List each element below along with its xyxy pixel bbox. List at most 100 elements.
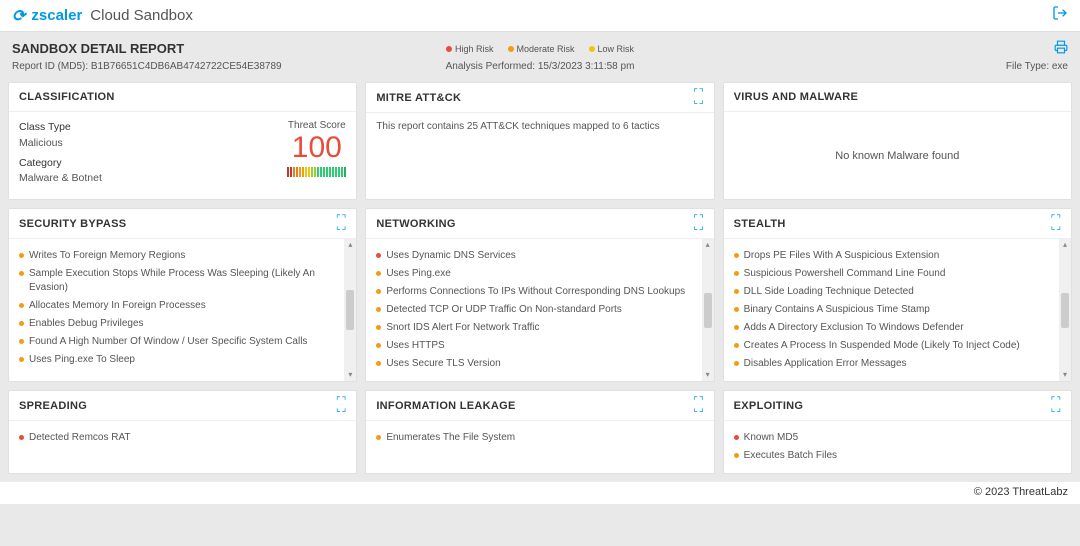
finding-item: Writes To Foreign Memory Regions bbox=[19, 247, 346, 265]
risk-dot-icon bbox=[19, 339, 24, 344]
card-networking: NETWORKING ⌜⌝⌞⌟ Uses Dynamic DNS Service… bbox=[365, 208, 714, 382]
card-exploiting: EXPLOITING ⌜⌝⌞⌟ Known MD5Executes Batch … bbox=[723, 390, 1072, 474]
card-title: SECURITY BYPASS bbox=[19, 218, 126, 230]
scroll-thumb[interactable] bbox=[1061, 293, 1069, 328]
expand-icon[interactable]: ⌜⌝⌞⌟ bbox=[693, 91, 703, 104]
print-icon[interactable] bbox=[1054, 40, 1068, 57]
scroll-up-icon[interactable]: ▴ bbox=[348, 241, 352, 249]
scroll-up-icon[interactable]: ▴ bbox=[1063, 241, 1067, 249]
gauge-bar bbox=[335, 167, 337, 177]
risk-dot-icon bbox=[376, 289, 381, 294]
scroll-down-icon[interactable]: ▾ bbox=[348, 371, 352, 379]
gauge-bar bbox=[314, 167, 316, 177]
finding-item: Uses HTTPS bbox=[376, 337, 703, 355]
gauge-bar bbox=[296, 167, 298, 177]
exit-icon[interactable] bbox=[1052, 5, 1068, 26]
findings-list: Known MD5Executes Batch Files bbox=[734, 429, 1061, 465]
risk-dot-icon bbox=[19, 357, 24, 362]
finding-item: Enables Debug Privileges bbox=[19, 315, 346, 333]
product-name: Cloud Sandbox bbox=[90, 7, 193, 24]
finding-item: Disables Application Error Messages bbox=[734, 355, 1061, 373]
report-header: SANDBOX DETAIL REPORT High RiskModerate … bbox=[0, 32, 1080, 78]
finding-item: Enumerates The File System bbox=[376, 429, 703, 447]
scroll-up-icon[interactable]: ▴ bbox=[706, 241, 710, 249]
gauge-bar bbox=[302, 167, 304, 177]
card-title: CLASSIFICATION bbox=[19, 91, 115, 103]
gauge-bar bbox=[320, 167, 322, 177]
category-value: Malware & Botnet bbox=[19, 171, 102, 187]
card-title: NETWORKING bbox=[376, 218, 455, 230]
risk-dot-icon bbox=[19, 321, 24, 326]
risk-dot-icon bbox=[376, 325, 381, 330]
risk-dot-icon bbox=[19, 271, 24, 276]
finding-item: Found A High Number Of Window / User Spe… bbox=[19, 333, 346, 351]
scroll-thumb[interactable] bbox=[704, 293, 712, 328]
gauge-bar bbox=[290, 167, 292, 177]
risk-legend-item: High Risk bbox=[446, 44, 494, 54]
risk-dot-icon bbox=[19, 253, 24, 258]
card-title: INFORMATION LEAKAGE bbox=[376, 400, 515, 412]
risk-dot-icon bbox=[734, 307, 739, 312]
risk-legend-item: Moderate Risk bbox=[507, 44, 574, 54]
analysis-time: Analysis Performed: 15/3/2023 3:11:58 pm bbox=[446, 61, 635, 72]
risk-label: Low Risk bbox=[598, 44, 635, 54]
finding-item: Snort IDS Alert For Network Traffic bbox=[376, 319, 703, 337]
file-type: File Type: exe bbox=[1006, 61, 1068, 72]
threat-score-label: Threat Score bbox=[287, 120, 346, 131]
finding-item: Uses Ping.exe To Sleep bbox=[19, 351, 346, 369]
expand-icon[interactable]: ⌜⌝⌞⌟ bbox=[1051, 399, 1061, 412]
card-spreading: SPREADING ⌜⌝⌞⌟ Detected Remcos RAT bbox=[8, 390, 357, 474]
logo: ⟳ zscaler bbox=[12, 6, 82, 26]
finding-item: Detected TCP Or UDP Traffic On Non-stand… bbox=[376, 301, 703, 319]
expand-icon[interactable]: ⌜⌝⌞⌟ bbox=[336, 399, 346, 412]
risk-dot-icon bbox=[589, 46, 595, 52]
risk-dot-icon bbox=[734, 343, 739, 348]
scroll-thumb[interactable] bbox=[346, 290, 354, 330]
scrollbar[interactable]: ▴ ▾ bbox=[1059, 239, 1071, 381]
card-title: MITRE ATT&CK bbox=[376, 92, 461, 104]
expand-icon[interactable]: ⌜⌝⌞⌟ bbox=[693, 217, 703, 230]
logo-text: zscaler bbox=[31, 7, 82, 24]
risk-dot-icon bbox=[376, 271, 381, 276]
finding-item: Performs Connections To IPs Without Corr… bbox=[376, 283, 703, 301]
finding-item: Uses Dynamic DNS Services bbox=[376, 247, 703, 265]
gauge-bar bbox=[317, 167, 319, 177]
expand-icon[interactable]: ⌜⌝⌞⌟ bbox=[693, 399, 703, 412]
card-title: SPREADING bbox=[19, 400, 87, 412]
finding-item: Detected Remcos RAT bbox=[19, 429, 346, 447]
card-grid: CLASSIFICATION Class Type Malicious Cate… bbox=[0, 78, 1080, 482]
logo-mark-icon: ⟳ bbox=[12, 6, 25, 26]
expand-icon[interactable]: ⌜⌝⌞⌟ bbox=[336, 217, 346, 230]
finding-item: Sample Execution Stops While Process Was… bbox=[19, 265, 346, 297]
finding-item: Known MD5 bbox=[734, 429, 1061, 447]
card-info-leakage: INFORMATION LEAKAGE ⌜⌝⌞⌟ Enumerates The … bbox=[365, 390, 714, 474]
gauge-bar bbox=[308, 167, 310, 177]
risk-dot-icon bbox=[734, 271, 739, 276]
card-title: EXPLOITING bbox=[734, 400, 804, 412]
finding-item: Allocates Memory In Foreign Processes bbox=[19, 297, 346, 315]
scroll-down-icon[interactable]: ▾ bbox=[1063, 371, 1067, 379]
finding-item: Binary Contains A Suspicious Time Stamp bbox=[734, 301, 1061, 319]
findings-list: Writes To Foreign Memory RegionsSample E… bbox=[19, 247, 346, 369]
risk-dot-icon bbox=[376, 435, 381, 440]
scrollbar[interactable]: ▴ ▾ bbox=[344, 239, 356, 381]
risk-dot-icon bbox=[376, 361, 381, 366]
findings-list: Enumerates The File System bbox=[376, 429, 703, 447]
category-label: Category bbox=[19, 156, 102, 172]
gauge-bar bbox=[341, 167, 343, 177]
scroll-down-icon[interactable]: ▾ bbox=[706, 371, 710, 379]
risk-dot-icon bbox=[376, 343, 381, 348]
mitre-summary: This report contains 25 ATT&CK technique… bbox=[376, 121, 703, 132]
finding-item: Uses Secure TLS Version bbox=[376, 355, 703, 373]
risk-legend: High Risk Moderate Risk Low Risk bbox=[446, 44, 634, 54]
risk-dot-icon bbox=[376, 307, 381, 312]
finding-item: Creates A Process In Suspended Mode (Lik… bbox=[734, 337, 1061, 355]
scrollbar[interactable]: ▴ ▾ bbox=[702, 239, 714, 381]
malware-status: No known Malware found bbox=[734, 120, 1061, 191]
card-malware: VIRUS AND MALWARE No known Malware found bbox=[723, 82, 1072, 200]
card-title: STEALTH bbox=[734, 218, 786, 230]
gauge-bar bbox=[287, 167, 289, 177]
expand-icon[interactable]: ⌜⌝⌞⌟ bbox=[1051, 217, 1061, 230]
risk-dot-icon bbox=[734, 325, 739, 330]
gauge-bar bbox=[329, 167, 331, 177]
